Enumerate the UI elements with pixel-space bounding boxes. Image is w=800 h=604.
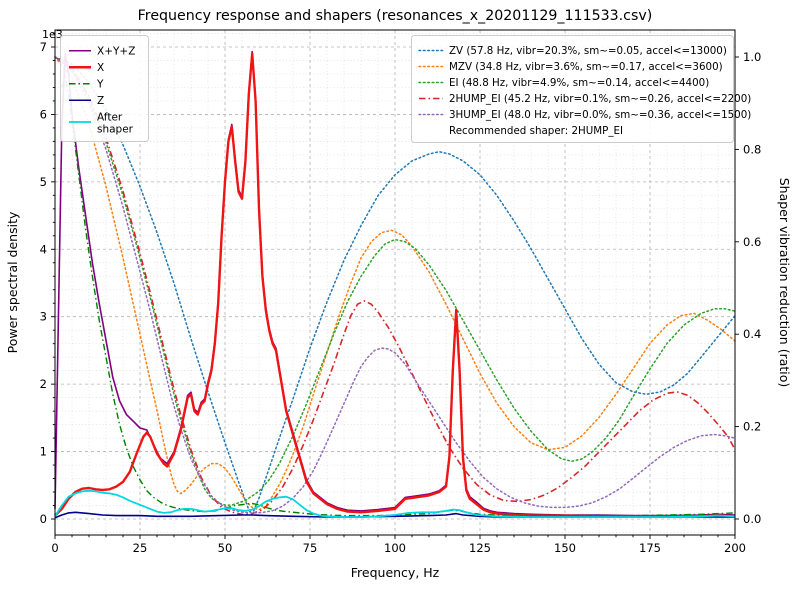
series-after-shaper (54, 489, 736, 518)
series-x (54, 52, 736, 518)
y-right-tick-label: 1.0 (743, 50, 761, 64)
series-zv (54, 56, 736, 516)
legend-shapers-box (411, 35, 734, 143)
x-tick-label: 100 (384, 541, 406, 555)
legend-label: X+Y+Z (97, 45, 135, 57)
x-tick-label: 200 (724, 541, 746, 555)
legend-label: Y (96, 78, 104, 90)
y-left-tick-label: 2 (40, 377, 47, 391)
tick-labels: 0 25 50 75 100 125 150 175 200 0 1 2 3 4 5 6 7 0.0 0.2 0.4 0… (40, 40, 762, 555)
legend-label: 2HUMP_EI (45.2 Hz, vibr=0.1%, sm~=0.26, … (449, 93, 751, 105)
legend-shapers: ZV (57.8 Hz, vibr=20.3%, sm~=0.05, accel… (411, 35, 751, 143)
y-right-tick-label: 0.6 (743, 235, 761, 249)
y-left-axis-label: Power spectral density (5, 211, 20, 353)
legend-psd-box (60, 35, 149, 142)
y-right-tick-label: 0.0 (743, 512, 761, 526)
y-right-tick-label: 0.8 (743, 142, 761, 156)
y-left-tick-label: 1 (40, 445, 47, 459)
series-mzv (54, 56, 736, 511)
x-tick-label: 150 (554, 541, 576, 555)
series-y (61, 76, 736, 517)
chart-title: Frequency response and shapers (resonanc… (138, 8, 653, 24)
y-left-tick-label: 0 (40, 512, 47, 526)
y-left-tick-label: 3 (40, 310, 47, 324)
axis-ticks (51, 33, 739, 539)
psd-curves (54, 50, 736, 519)
legend-label: X (97, 62, 104, 74)
y-right-axis-label: Shaper vibration reduction (ratio) (777, 178, 792, 388)
legend-label: After (97, 112, 123, 124)
x-tick-label: 25 (133, 541, 148, 555)
y-left-tick-label: 5 (40, 175, 47, 189)
y-right-tick-label: 0.4 (743, 327, 761, 341)
series-3hump_ei (54, 56, 736, 514)
x-tick-label: 175 (639, 541, 661, 555)
legend-label: ZV (57.8 Hz, vibr=20.3%, sm~=0.05, accel… (449, 45, 727, 57)
x-tick-label: 50 (218, 541, 233, 555)
legend-label: MZV (34.8 Hz, vibr=3.6%, sm~=0.17, accel… (449, 61, 723, 73)
y-left-tick-label: 6 (40, 107, 47, 121)
legend-recommended-note: Recommended shaper: 2HUMP_EI (449, 125, 623, 137)
x-axis-label: Frequency, Hz (351, 565, 440, 580)
series-z (54, 511, 735, 519)
series-ei (54, 56, 736, 506)
shaper-curves (54, 56, 736, 516)
y-left-offset-label: 1e3 (42, 28, 63, 41)
legend-label: Z (97, 95, 104, 107)
x-tick-label: 0 (51, 541, 58, 555)
legend-label: EI (48.8 Hz, vibr=4.9%, sm~=0.14, accel<… (449, 77, 709, 89)
x-tick-label: 75 (303, 541, 318, 555)
legend-label: shaper (97, 124, 134, 136)
y-left-tick-label: 7 (40, 40, 47, 54)
y-left-tick-label: 4 (40, 242, 47, 256)
y-right-tick-label: 0.2 (743, 420, 761, 434)
legend-label: 3HUMP_EI (48.0 Hz, vibr=0.0%, sm~=0.36, … (449, 109, 751, 121)
x-tick-label: 125 (469, 541, 491, 555)
